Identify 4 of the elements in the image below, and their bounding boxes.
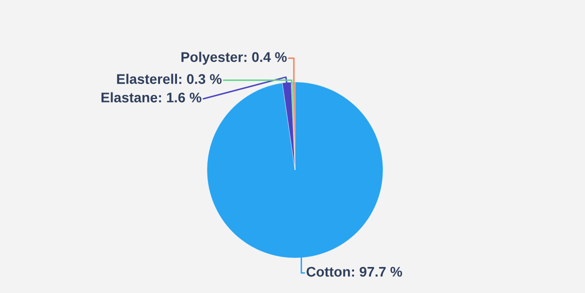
slice-label: Elasterell: 0.3 % xyxy=(117,74,222,84)
slice-label: Polyester: 0.4 % xyxy=(181,52,287,65)
slice-label: Cotton: 97.7 % xyxy=(306,266,402,277)
slice-label: Elastane: 1.6 % xyxy=(102,92,202,102)
